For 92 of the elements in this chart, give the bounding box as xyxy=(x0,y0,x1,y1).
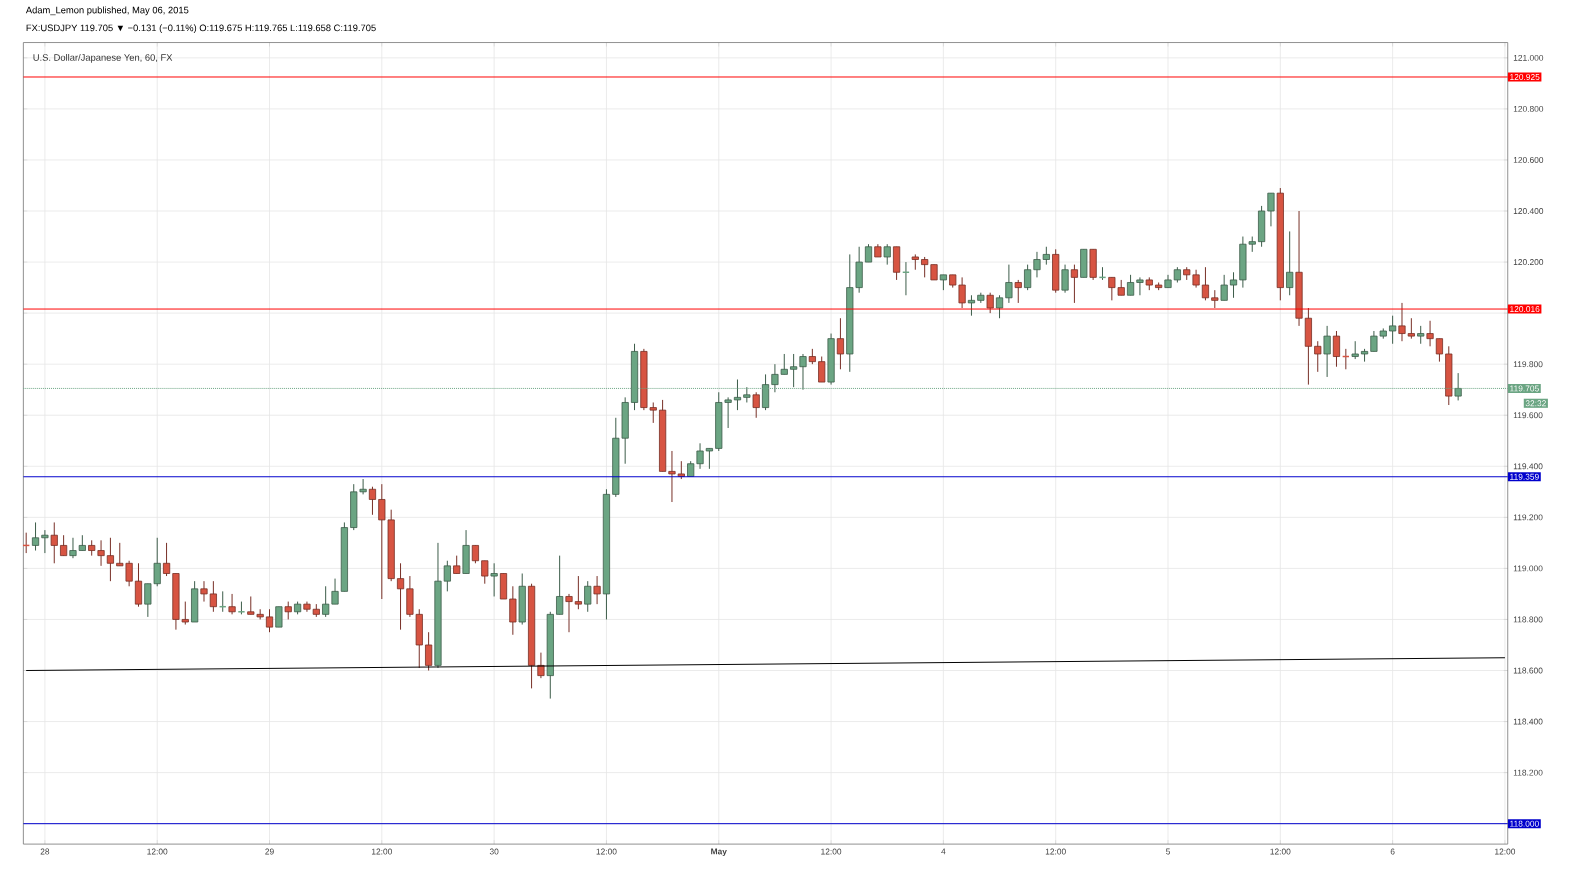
candlestick xyxy=(200,580,208,603)
candlestick xyxy=(1435,338,1444,363)
candlestick xyxy=(986,292,994,314)
candlestick xyxy=(275,606,283,628)
x-tick-label: 5 xyxy=(1166,848,1170,855)
candlestick xyxy=(396,562,405,631)
candlestick xyxy=(1267,192,1275,227)
y-tick-label: 121.000 xyxy=(1513,55,1544,61)
candlestick xyxy=(1033,251,1041,279)
candlestick xyxy=(162,542,171,577)
y-tick-label: 118.400 xyxy=(1513,718,1543,725)
candlestick xyxy=(1229,271,1238,299)
ref-line-label: 120.016 xyxy=(1510,306,1540,313)
x-tick-label: 12:00 xyxy=(1270,848,1291,855)
candlestick xyxy=(1314,340,1322,373)
candlestick xyxy=(368,486,377,516)
candlestick xyxy=(1126,274,1135,296)
y-tick-label: 118.800 xyxy=(1513,616,1543,623)
x-tick-label: 29 xyxy=(265,848,274,855)
y-tick-label: 118.200 xyxy=(1513,769,1543,776)
candlestick xyxy=(574,575,582,610)
candlestick xyxy=(425,631,433,672)
x-tick-label: 4 xyxy=(941,848,946,855)
candlestick xyxy=(1426,320,1434,347)
x-tick-label: 12:00 xyxy=(821,848,842,855)
candlestick xyxy=(1014,279,1022,304)
candlestick xyxy=(1005,264,1013,304)
candlestick xyxy=(1407,317,1415,340)
candlestick xyxy=(921,256,929,279)
candlestick xyxy=(584,580,592,613)
y-tick-label: 120.400 xyxy=(1513,208,1544,215)
candlestick xyxy=(883,243,891,266)
candlestick xyxy=(490,562,498,598)
candlestick xyxy=(593,575,601,605)
text: U.S. Dollar/Japanese Yen, 60, FX xyxy=(33,54,173,63)
candlestick xyxy=(556,555,564,615)
candlestick xyxy=(509,585,517,636)
candlestick xyxy=(967,294,976,317)
x-tick-label: 12:00 xyxy=(1045,848,1066,855)
y-tick-label: 120.800 xyxy=(1513,106,1544,112)
y-tick-label: 119.600 xyxy=(1513,412,1543,419)
candlestick xyxy=(790,353,798,388)
x-tick-label: 12:00 xyxy=(371,848,392,855)
candlestick xyxy=(1323,325,1331,378)
candlestick xyxy=(1024,264,1032,291)
ref-line-label: 118.000 xyxy=(1510,820,1539,827)
candlestick xyxy=(995,294,1004,319)
candlestick xyxy=(1070,264,1078,304)
candlestick xyxy=(565,593,573,633)
candlestick xyxy=(209,580,217,613)
candlestick xyxy=(818,356,826,383)
candlestick xyxy=(265,608,274,633)
x-tick-label: May xyxy=(711,848,727,857)
ref-line-label: 119.359 xyxy=(1510,473,1539,480)
candlestick xyxy=(106,537,114,582)
candlestick xyxy=(1201,266,1210,301)
candlestick xyxy=(752,391,760,419)
y-tick-label: 119.000 xyxy=(1513,565,1543,572)
text: FX:USDJPY 119.705 ▼ −0.131 (−0.11%) O:119.675 H:119.765 L:119.658 C:119.705 xyxy=(26,24,376,34)
candlestick xyxy=(50,522,58,564)
x-tick-label: 28 xyxy=(40,848,50,855)
candlestick xyxy=(41,529,49,554)
candlestick xyxy=(1220,274,1228,301)
x-tick-label: 12:00 xyxy=(147,848,168,855)
x-tick-label: 12:00 xyxy=(596,848,617,855)
candlestick xyxy=(1286,231,1294,296)
candlestick xyxy=(60,534,68,557)
candlestick xyxy=(228,593,236,615)
text: Adam_Lemon published, May 06, 2015 xyxy=(25,6,189,16)
ref-line-label: 119.705 xyxy=(1510,385,1539,392)
y-tick-label: 120.600 xyxy=(1513,157,1544,164)
candlestick xyxy=(1136,277,1144,296)
candlestick xyxy=(705,448,713,470)
x-tick-label: 6 xyxy=(1390,848,1395,855)
text: 32:32 xyxy=(1525,400,1546,407)
y-tick-label: 118.600 xyxy=(1513,667,1543,674)
candlestick xyxy=(1389,315,1397,345)
candlestick xyxy=(443,560,451,592)
x-tick-label: 30 xyxy=(489,848,499,855)
candlestick xyxy=(31,522,40,552)
candlestick xyxy=(1332,330,1341,368)
y-tick-label: 119.800 xyxy=(1513,361,1543,368)
candlestick xyxy=(481,560,489,585)
y-tick-label: 120.200 xyxy=(1513,259,1544,266)
y-tick-label: 119.200 xyxy=(1513,514,1543,521)
candlestick xyxy=(134,562,143,608)
candlestick xyxy=(1061,264,1069,294)
candlestick xyxy=(836,317,845,370)
candlestick xyxy=(1398,302,1406,342)
x-tick-label: 12:00 xyxy=(1495,848,1516,855)
ref-line-label: 120.925 xyxy=(1510,74,1540,81)
y-tick-label: 119.400 xyxy=(1513,463,1543,470)
